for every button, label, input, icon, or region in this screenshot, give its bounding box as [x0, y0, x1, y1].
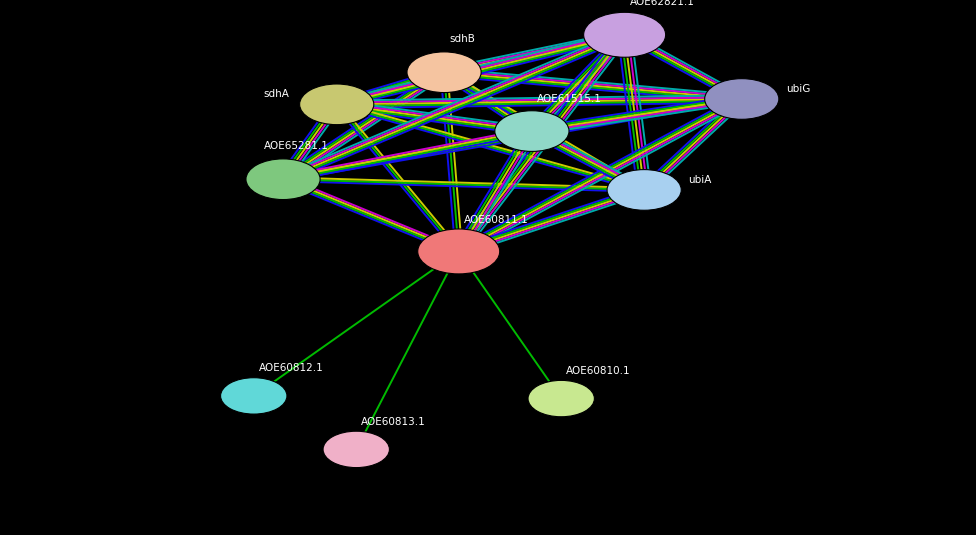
Circle shape — [584, 12, 666, 57]
Text: AOE60810.1: AOE60810.1 — [566, 366, 630, 376]
Circle shape — [418, 229, 500, 274]
Circle shape — [221, 378, 287, 414]
Text: sdhB: sdhB — [449, 34, 475, 44]
Text: AOE65281.1: AOE65281.1 — [264, 141, 328, 151]
Text: ubiG: ubiG — [786, 83, 810, 94]
Text: AOE60813.1: AOE60813.1 — [361, 417, 426, 427]
Circle shape — [300, 84, 374, 125]
Circle shape — [246, 159, 320, 200]
Circle shape — [407, 52, 481, 93]
Circle shape — [705, 79, 779, 119]
Text: AOE60811.1: AOE60811.1 — [464, 215, 528, 225]
Text: AOE61515.1: AOE61515.1 — [537, 94, 601, 104]
Circle shape — [323, 431, 389, 468]
Text: AOE62821.1: AOE62821.1 — [630, 0, 694, 7]
Text: AOE60812.1: AOE60812.1 — [259, 363, 323, 373]
Text: sdhA: sdhA — [264, 89, 290, 99]
Circle shape — [607, 170, 681, 210]
Text: ubiA: ubiA — [688, 174, 712, 185]
Circle shape — [528, 380, 594, 417]
Circle shape — [495, 111, 569, 151]
